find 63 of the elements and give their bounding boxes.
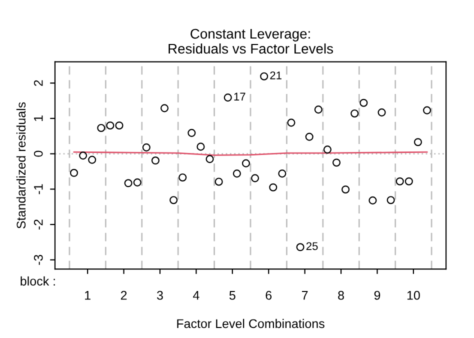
point: [160, 104, 169, 112]
x-tick-label: 8: [338, 290, 344, 300]
point: [260, 72, 268, 80]
y-axis-title: Standardized residuals: [16, 102, 26, 228]
point: [368, 196, 377, 204]
point: [97, 124, 106, 132]
point: [142, 143, 150, 152]
point: [178, 173, 187, 182]
point: [170, 196, 178, 204]
point: [287, 118, 296, 127]
x-tick-label: 7: [302, 291, 308, 300]
y-tick-label: -1: [34, 184, 43, 194]
point: [314, 106, 322, 114]
point: [378, 108, 386, 116]
point: [196, 142, 205, 151]
point: [360, 98, 368, 107]
point: [342, 185, 350, 194]
point: [323, 146, 332, 154]
y-tick-label: -3: [34, 254, 43, 265]
annotation: 25: [306, 242, 318, 250]
point: [296, 243, 304, 252]
point: [88, 156, 96, 164]
annotation: 21: [270, 71, 282, 80]
point: [269, 183, 278, 192]
point: [70, 168, 78, 177]
point: [332, 158, 341, 167]
x-tick-label: 9: [374, 290, 380, 300]
point: [386, 196, 395, 204]
point: [232, 170, 241, 178]
point: [278, 170, 286, 178]
text: block :: [20, 276, 55, 286]
point: [423, 106, 432, 114]
point: [151, 156, 160, 165]
point: [251, 174, 260, 182]
point: [242, 159, 250, 168]
point: [305, 132, 314, 141]
point: [106, 121, 114, 130]
point: [414, 138, 422, 146]
x-tick-label: 6: [266, 290, 272, 300]
x-tick-label: 10: [407, 290, 420, 300]
point: [124, 179, 132, 188]
x-tick-label: 5: [229, 291, 236, 300]
point: [79, 152, 88, 160]
x-axis-title: Factor Level Combinations: [177, 318, 324, 328]
point: [133, 178, 142, 186]
point: [115, 121, 124, 130]
x-tick-label: 4: [193, 291, 200, 300]
y-tick-label: -2: [34, 220, 43, 230]
point: [224, 94, 232, 102]
x-tick-label: 2: [120, 290, 127, 300]
y-tick-label: 0: [34, 150, 43, 157]
point: [188, 128, 196, 137]
chart-title: Constant Leverage: Residuals vs Factor Levels: [168, 28, 333, 54]
point: [206, 155, 214, 164]
y-tick-label: 1: [34, 116, 43, 121]
point: [404, 177, 413, 186]
y-tick-label: 2: [34, 80, 43, 86]
point: [350, 109, 359, 118]
x-tick-label: 3: [156, 290, 163, 300]
point: [396, 177, 404, 186]
annotation: 17: [234, 92, 246, 100]
x-tick-label: 1: [85, 291, 90, 300]
point: [214, 178, 223, 186]
